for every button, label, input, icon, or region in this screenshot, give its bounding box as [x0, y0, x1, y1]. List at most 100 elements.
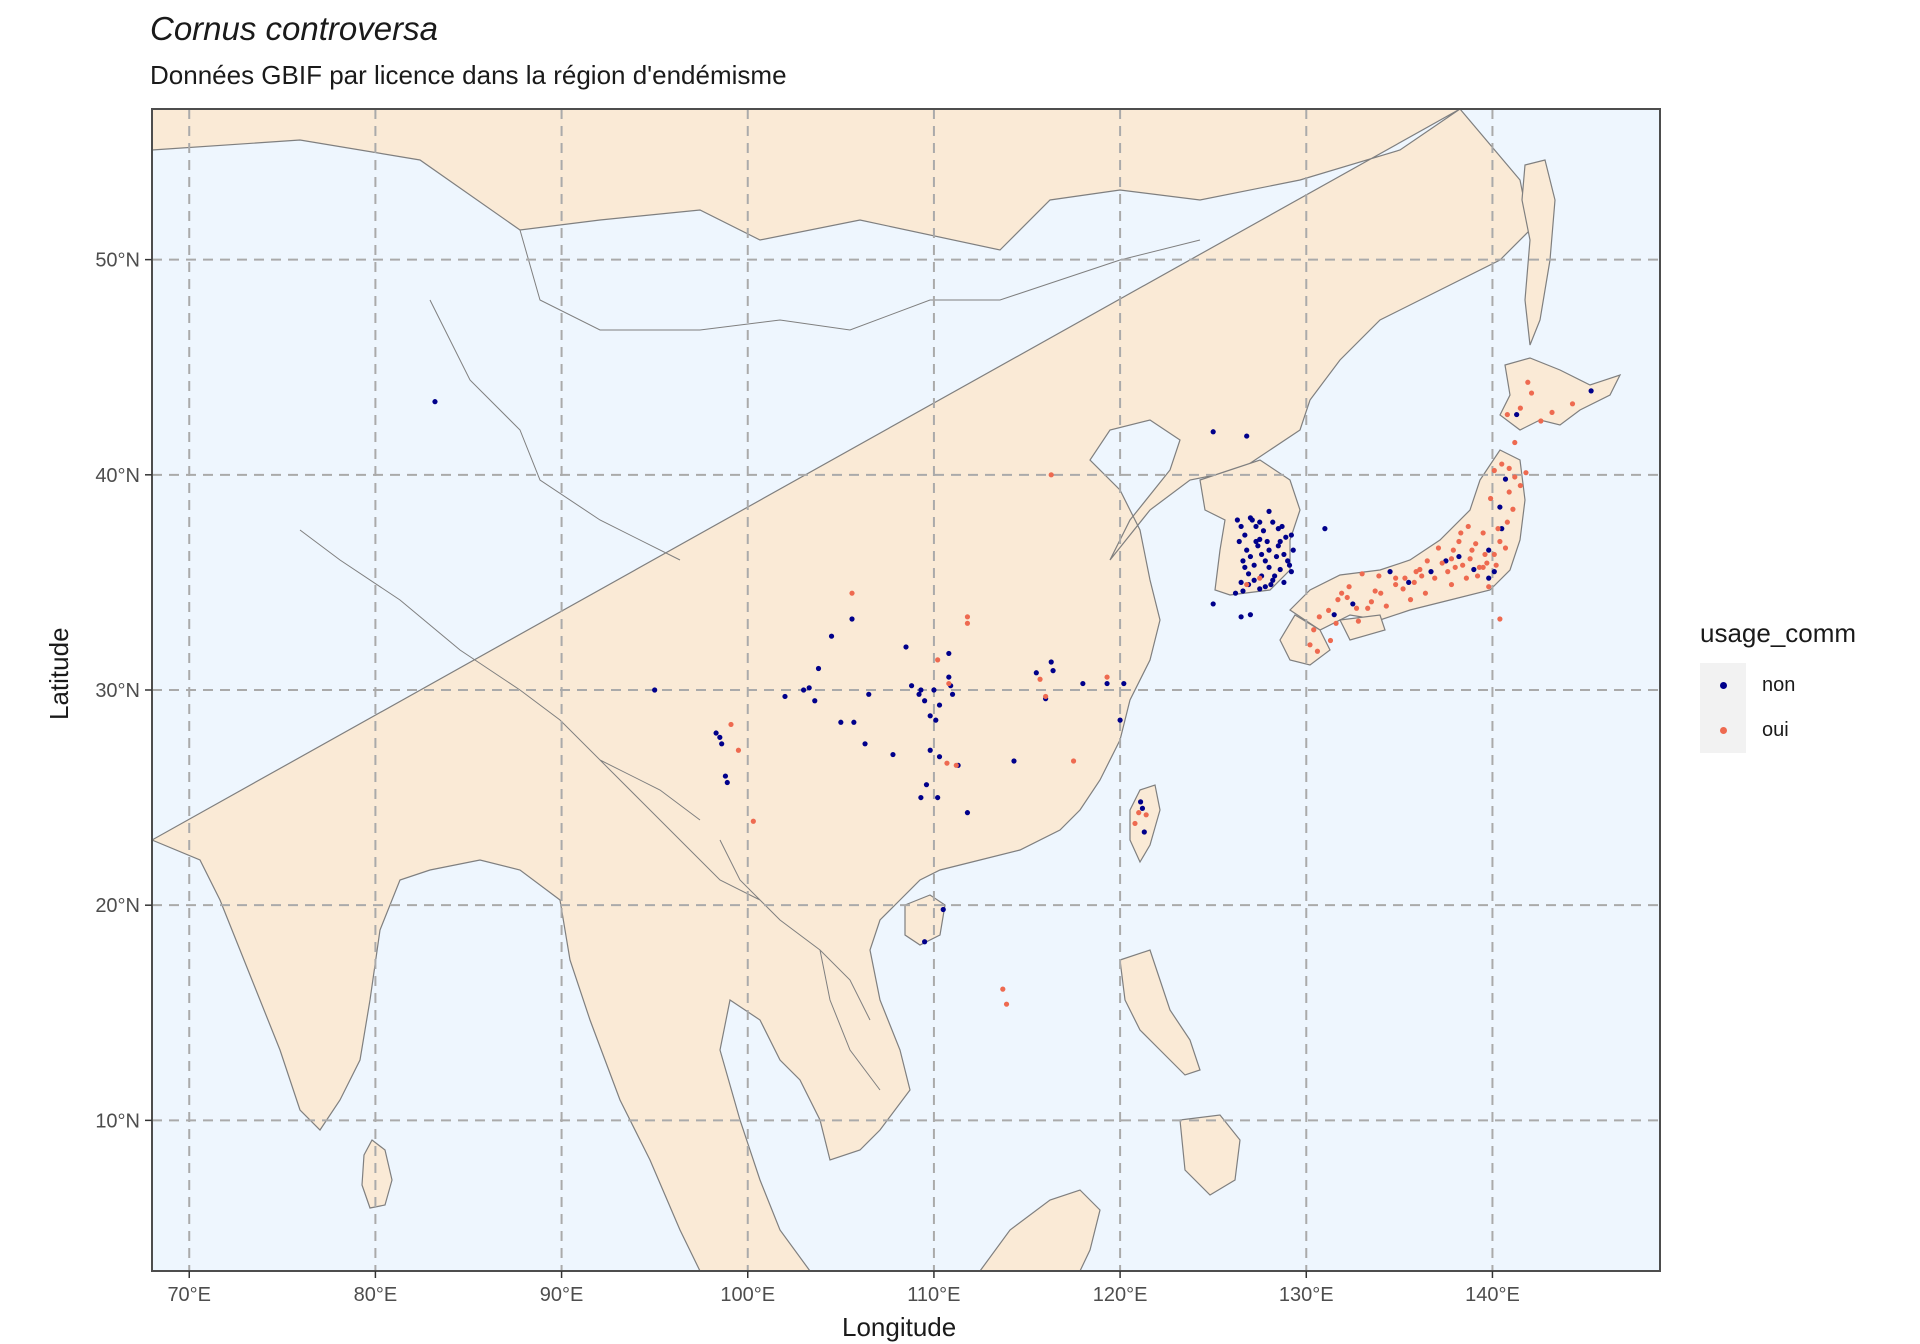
occurrence-point-non: [1288, 532, 1294, 538]
occurrence-point-oui: [1484, 560, 1490, 566]
occurrence-point-non: [1514, 411, 1520, 418]
occurrence-point-non: [717, 734, 723, 740]
occurrence-point-oui: [1383, 603, 1389, 609]
occurrence-point-non: [1281, 579, 1287, 586]
occurrence-point-non: [890, 751, 896, 758]
occurrence-point-non: [1210, 601, 1216, 607]
occurrence-point-non: [940, 906, 946, 913]
occurrence-point-oui: [1417, 566, 1423, 573]
occurrence-point-non: [1499, 526, 1505, 532]
occurrence-point-non: [1266, 564, 1272, 570]
occurrence-point-oui: [1346, 584, 1352, 590]
occurrence-point-non: [1272, 573, 1278, 579]
occurrence-point-oui: [1510, 506, 1516, 512]
occurrence-point-non: [1210, 429, 1216, 435]
occurrence-point-oui: [1569, 401, 1576, 407]
occurrence-point-non: [1486, 575, 1492, 581]
y-tick-label: 10°N: [95, 1110, 140, 1132]
x-tick-label: 100°E: [720, 1284, 775, 1306]
occurrence-point-oui: [1327, 637, 1334, 644]
occurrence-point-non: [923, 782, 930, 788]
occurrence-point-oui: [1517, 482, 1523, 489]
occurrence-point-non: [949, 691, 956, 697]
legend-key-oui: [1700, 708, 1746, 753]
occurrence-point-non: [1288, 569, 1294, 575]
occurrence-point-oui: [1456, 538, 1462, 545]
occurrence-point-oui: [1037, 676, 1043, 682]
occurrence-point-non: [931, 687, 937, 693]
occurrence-point-oui: [1400, 586, 1406, 592]
occurrence-point-oui: [1448, 556, 1455, 562]
occurrence-point-non: [1257, 586, 1263, 592]
occurrence-point-non: [1281, 551, 1287, 558]
occurrence-point-oui: [1136, 810, 1142, 816]
occurrence-point-oui: [1480, 530, 1486, 536]
hainan-land: [904, 894, 946, 946]
occurrence-point-non: [1253, 523, 1259, 530]
occurrence-point-non: [922, 698, 928, 704]
occurrence-point-non: [1104, 680, 1110, 687]
occurrence-point-non: [1264, 538, 1270, 545]
occurrence-point-non: [908, 683, 915, 689]
occurrence-point-oui: [1043, 693, 1049, 700]
occurrence-point-non: [946, 650, 952, 657]
occurrence-point-non: [1286, 562, 1293, 568]
occurrence-point-oui: [1502, 545, 1509, 551]
occurrence-point-non: [812, 698, 818, 704]
occurrence-point-non: [862, 741, 868, 747]
occurrence-point-oui: [735, 747, 742, 753]
occurrence-point-non: [1238, 579, 1244, 586]
occurrence-point-oui: [1506, 489, 1512, 495]
x-tick-label: 110°E: [907, 1284, 960, 1306]
occurrence-point-non: [815, 665, 822, 672]
occurrence-point-non: [1245, 571, 1252, 577]
occurrence-point-non: [936, 702, 943, 708]
occurrence-point-oui: [935, 657, 941, 663]
occurrence-point-oui: [1432, 575, 1438, 581]
occurrence-point-non: [1117, 717, 1123, 723]
occurrence-point-oui: [1132, 820, 1138, 827]
occurrence-point-non: [1244, 433, 1250, 439]
occurrence-point-oui: [1376, 573, 1382, 579]
occurrence-point-oui: [1143, 812, 1149, 818]
occurrence-point-non: [1456, 553, 1462, 560]
occurrence-point-non: [1048, 659, 1054, 665]
occurrence-point-oui: [1424, 558, 1430, 564]
occurrence-point-non: [1257, 519, 1263, 525]
occurrence-point-oui: [1359, 571, 1365, 577]
occurrence-point-non: [936, 754, 943, 760]
occurrence-point-non: [1277, 566, 1283, 573]
occurrence-point-non: [801, 687, 807, 693]
occurrence-point-oui: [1314, 648, 1321, 654]
y-tick-label: 50°N: [95, 250, 140, 272]
occurrence-point-oui: [1458, 530, 1464, 536]
occurrence-point-non: [1486, 547, 1492, 553]
occurrence-point-oui: [1474, 573, 1481, 579]
occurrence-point-oui: [1452, 564, 1458, 570]
occurrence-point-oui: [1422, 590, 1429, 596]
occurrence-point-oui: [1368, 599, 1375, 605]
occurrence-point-oui: [944, 760, 950, 766]
occurrence-point-non: [1266, 508, 1272, 514]
occurrence-point-oui: [1353, 605, 1360, 611]
occurrence-point-oui: [1365, 605, 1371, 611]
occurrence-point-oui: [1419, 573, 1425, 579]
occurrence-point-oui: [1473, 541, 1479, 547]
occurrence-point-non: [1253, 538, 1259, 545]
occurrence-point-non: [918, 794, 924, 801]
y-tick-label: 20°N: [95, 895, 140, 917]
occurrence-point-oui: [1311, 627, 1317, 633]
occurrence-point-non: [722, 773, 729, 779]
occurrence-point-non: [1251, 577, 1257, 583]
occurrence-point-oui: [1435, 545, 1442, 551]
occurrence-point-oui: [1439, 560, 1445, 566]
occurrence-point-non: [1262, 584, 1268, 590]
legend-label-non: non: [1762, 674, 1796, 696]
occurrence-point-non: [1491, 569, 1497, 575]
occurrence-point-non: [903, 644, 909, 650]
occurrence-point-non: [1258, 551, 1265, 558]
x-tick-label: 70°E: [167, 1284, 211, 1306]
occurrence-point-oui: [1378, 590, 1384, 596]
occurrence-points: [432, 379, 1594, 1007]
